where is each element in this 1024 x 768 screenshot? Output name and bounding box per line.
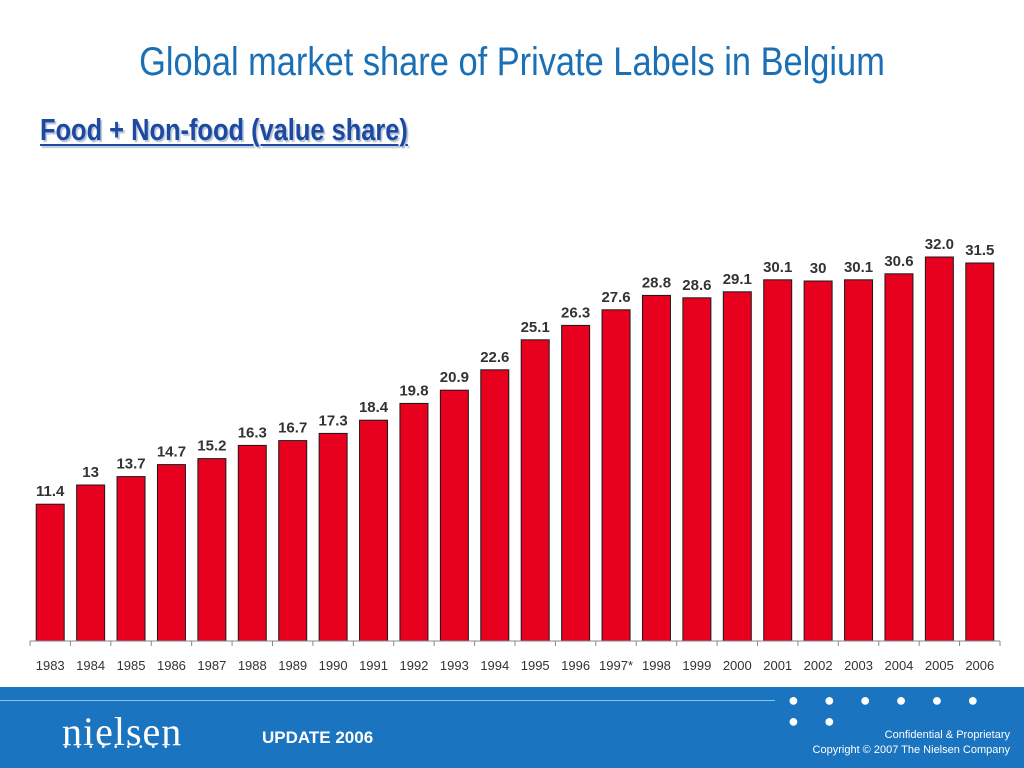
nielsen-logo: nielsen <box>62 709 183 754</box>
x-tick-label: 1992 <box>399 658 428 673</box>
x-tick-label: 1996 <box>561 658 590 673</box>
bar-2003 <box>844 279 874 642</box>
chart-subtitle: Food + Non-food (value share) <box>40 112 408 147</box>
bar-1997-star <box>601 309 631 642</box>
bar-1993 <box>439 389 469 642</box>
x-tick-label: 2006 <box>965 658 994 673</box>
x-tick-label: 1986 <box>157 658 186 673</box>
bar-chart: 11.4 13 13.7 14.7 15.2 16.3 16.7 17.3 18.4 19.8 20… <box>29 236 1001 673</box>
data-label: 19.8 <box>399 382 428 399</box>
data-label: 16.7 <box>278 420 307 437</box>
bar-1991 <box>359 419 389 642</box>
x-tick-label: 2001 <box>763 658 792 673</box>
bar-2006 <box>965 262 995 642</box>
data-label: 30.1 <box>763 259 792 276</box>
bar-1999 <box>682 297 712 642</box>
x-tick-label: 1997* <box>599 658 633 673</box>
bar-1985 <box>116 476 146 642</box>
logo-dots: ••••••••• <box>64 742 177 753</box>
data-label: 13.7 <box>116 456 145 473</box>
x-tick-label: 1995 <box>521 658 550 673</box>
bar-2001 <box>763 279 793 642</box>
bar-1994 <box>480 369 510 642</box>
data-label: 27.6 <box>601 289 630 306</box>
data-label: 32.0 <box>925 236 954 253</box>
x-tick-label: 1985 <box>117 658 146 673</box>
confidential-text: Confidential & Proprietary <box>884 729 1010 741</box>
bar-1987 <box>197 458 227 642</box>
x-tick-label: 1983 <box>36 658 65 673</box>
x-tick-label: 1991 <box>359 658 388 673</box>
x-tick-label: 1989 <box>278 658 307 673</box>
data-label: 22.6 <box>480 349 509 366</box>
bar-2005 <box>924 256 954 642</box>
update-label: UPDATE 2006 <box>262 728 374 747</box>
data-label: 18.4 <box>359 399 389 416</box>
data-label: 26.3 <box>561 304 590 321</box>
x-tick-label: 1988 <box>238 658 267 673</box>
data-label: 31.5 <box>965 242 994 259</box>
bar-1986 <box>156 464 186 642</box>
bar-1996 <box>561 324 591 642</box>
data-label: 28.6 <box>682 277 711 294</box>
data-label: 30.6 <box>884 253 913 270</box>
bar-1998 <box>641 294 671 642</box>
bar-1992 <box>399 402 429 642</box>
bar-2004 <box>884 273 914 642</box>
data-label: 30 <box>810 260 827 277</box>
x-tick-label: 2000 <box>723 658 752 673</box>
data-label: 15.2 <box>197 438 226 455</box>
footer-divider <box>0 700 775 701</box>
x-tick-label: 1994 <box>480 658 509 673</box>
data-label: 11.4 <box>36 483 65 500</box>
data-label: 16.3 <box>238 424 267 441</box>
data-label: 28.8 <box>642 274 671 291</box>
data-label: 25.1 <box>521 319 550 336</box>
data-label: 29.1 <box>723 271 752 288</box>
data-label: 13 <box>82 464 99 481</box>
x-tick-label: 2005 <box>925 658 954 673</box>
x-tick-label: 1987 <box>197 658 226 673</box>
x-tick-label: 2002 <box>804 658 833 673</box>
data-label: 14.7 <box>157 444 186 461</box>
confidential-notice: Confidential & Proprietary Copyright © 2… <box>813 728 1010 758</box>
data-label: 30.1 <box>844 259 873 276</box>
page-title: Global market share of Private Labels in… <box>139 40 885 84</box>
bar-1990 <box>318 432 348 642</box>
x-tick-label: 1999 <box>682 658 711 673</box>
x-tick-label: 2004 <box>884 658 913 673</box>
data-label: 17.3 <box>319 412 348 429</box>
bar-1989 <box>278 440 308 642</box>
x-tick-label: 2003 <box>844 658 873 673</box>
bar-1988 <box>237 444 267 642</box>
bar-2000 <box>722 291 752 642</box>
bar-1983 <box>35 503 65 642</box>
x-tick-label: 1993 <box>440 658 469 673</box>
bar-1984 <box>76 484 106 642</box>
x-tick-label: 1990 <box>319 658 348 673</box>
x-tick-label: 1984 <box>76 658 105 673</box>
data-label: 20.9 <box>440 369 469 386</box>
x-tick-label: 1998 <box>642 658 671 673</box>
decorative-dots: ● ● ● ● ● ● ● ● <box>788 690 989 731</box>
copyright-text: Copyright © 2007 The Nielsen Company <box>812 744 1010 756</box>
bar-2002 <box>803 280 833 642</box>
bar-1995 <box>520 339 550 642</box>
